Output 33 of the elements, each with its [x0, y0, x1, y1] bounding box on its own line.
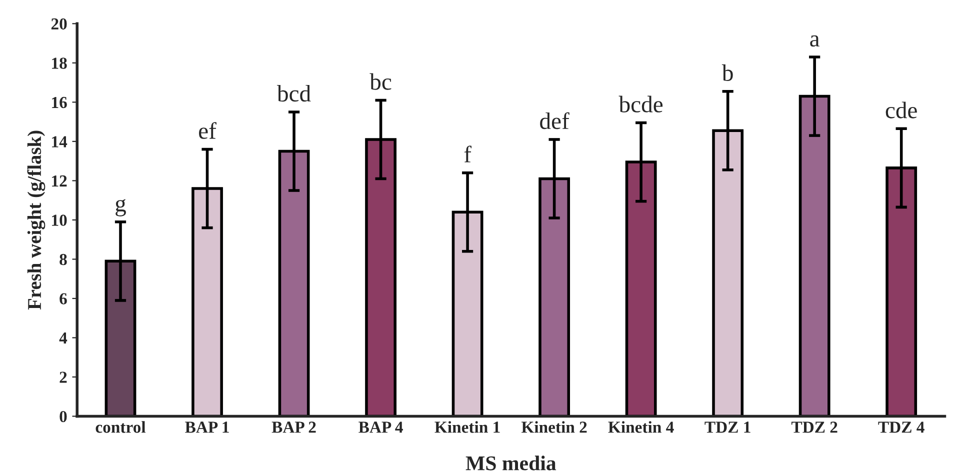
- annotation: bcd: [276, 85, 311, 102]
- y-tick-label: 4: [59, 332, 68, 344]
- x-tick-label: control: [96, 421, 146, 433]
- y-tick-label: 8: [60, 254, 67, 266]
- annotation: bc: [370, 73, 392, 90]
- x-tick-label: Kinetin 4: [608, 421, 674, 433]
- y-tick-label: 6: [60, 293, 67, 304]
- y-tick-label: 16: [52, 96, 67, 108]
- annotation: g: [116, 199, 126, 216]
- x-tick-label: TDZ 4: [878, 422, 924, 433]
- x-tick-label: BAP 4: [358, 422, 403, 433]
- x-tick-label: Kinetin 2: [521, 421, 587, 433]
- x-tick-label: Kinetin 1: [434, 421, 500, 433]
- annotation: a: [810, 35, 820, 47]
- x-tick-label: TDZ 1: [704, 422, 750, 433]
- annotation: def: [540, 112, 570, 130]
- annotation: b: [722, 64, 733, 82]
- annotation: cde: [886, 102, 917, 118]
- x-tick-label: BAP 2: [272, 422, 316, 433]
- y-tick-label: 0: [60, 410, 67, 422]
- annotation: f: [464, 146, 472, 162]
- y-tick-label: 12: [52, 175, 67, 186]
- y-axis-title: Fresh weight (g/flask): [27, 130, 46, 310]
- x-tick-label: BAP 1: [185, 422, 229, 433]
- y-tick-label: 10: [52, 214, 67, 226]
- y-tick-label: 2: [60, 372, 67, 383]
- x-tick-label: TDZ 2: [791, 422, 838, 433]
- annotation: bcde: [618, 96, 663, 112]
- y-tick-label: 20: [51, 18, 67, 30]
- y-tick-label: 18: [52, 58, 67, 69]
- x-axis-title: MS media: [466, 456, 556, 470]
- annotation: ef: [199, 122, 216, 139]
- y-tick-label: 14: [52, 136, 68, 148]
